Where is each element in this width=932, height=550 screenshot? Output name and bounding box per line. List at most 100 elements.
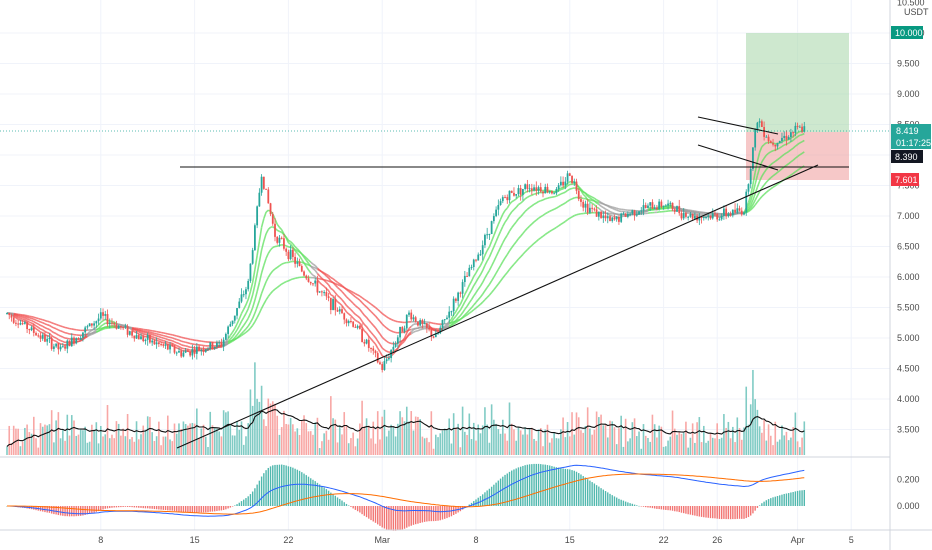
ribbon-segment (473, 307, 477, 311)
volume-bar (276, 415, 279, 455)
ribbon-segment (240, 308, 245, 314)
volume-bar (267, 398, 270, 455)
ribbon-segment (524, 227, 528, 232)
macd-histogram-bar (651, 506, 654, 509)
ribbon-segment (48, 328, 53, 332)
macd-histogram-bar (249, 494, 252, 506)
macd-histogram-bar (327, 490, 330, 506)
flag-top-line[interactable] (697, 116, 779, 135)
volume-bar (694, 442, 696, 455)
volume-bar (584, 425, 587, 455)
ribbon-segment (410, 328, 414, 331)
ribbon-segment (596, 199, 600, 202)
macd-histogram-bar (149, 506, 151, 509)
candle-body (28, 329, 31, 331)
ribbon-segment (406, 334, 410, 338)
macd-histogram-bar (383, 506, 386, 529)
ribbon-segment (40, 331, 43, 334)
ribbon-segment (567, 217, 571, 221)
ribbon-segment (53, 327, 57, 330)
volume-bar (48, 424, 51, 455)
volume-bar (636, 436, 638, 455)
ribbon-segment (348, 313, 352, 317)
ribbon-segment (383, 314, 388, 318)
volume-bar (144, 429, 147, 455)
ribbon-segment (176, 342, 180, 345)
volume-bar (137, 439, 140, 455)
volume-bar (743, 427, 745, 455)
volume-bar (705, 442, 707, 455)
volume-bar (356, 438, 359, 455)
main-plot-area[interactable] (0, 0, 890, 457)
ribbon-segment (142, 333, 146, 336)
ribbon-segment (44, 330, 48, 334)
flag-bottom-line[interactable] (697, 144, 779, 171)
candle-body (332, 299, 334, 310)
ribbon-segment (343, 302, 348, 306)
ribbon-segment (515, 204, 520, 208)
price-axis[interactable]: 10.50010.0009.5009.0008.5008.0007.5007.0… (897, 0, 925, 435)
ribbon-segment (58, 334, 61, 337)
macd-histogram-bar (624, 501, 627, 506)
macd-histogram-bar (446, 506, 448, 519)
ribbon-segment (279, 263, 283, 267)
current-price-tag: 8.419 01:17:25 (891, 124, 931, 149)
ribbon-segment (785, 163, 790, 166)
candle-body (102, 312, 104, 316)
ribbon-segment (29, 317, 32, 320)
candle-body (417, 321, 419, 326)
ribbon-segment (361, 320, 365, 325)
macd-histogram-bar (169, 506, 171, 511)
candle-body (656, 207, 658, 209)
macd-histogram-bar (792, 492, 794, 506)
macd-histogram-bar (84, 506, 86, 515)
ribbon-segment (308, 264, 312, 267)
candle-body (30, 327, 33, 331)
candle-body (575, 181, 578, 191)
ascending-trendline[interactable] (176, 164, 819, 449)
macd-histogram-bar (117, 506, 120, 508)
macd-histogram-bar (535, 463, 537, 506)
ribbon-segment (328, 275, 332, 279)
macd-histogram-bar (756, 506, 759, 508)
volume-bar (490, 404, 493, 455)
macd-histogram-bar (122, 506, 124, 507)
macd-histogram-bar (517, 467, 520, 506)
macd-histogram-bar (763, 501, 765, 506)
macd-histogram-bar (627, 502, 629, 506)
macd-histogram-bar (432, 506, 435, 522)
volume-bar (171, 441, 174, 455)
candle-body (488, 233, 491, 235)
time-axis[interactable]: 81522Mar8152226Apr512 (98, 535, 932, 545)
macd-histogram-bar (589, 480, 591, 506)
ribbon-segment (781, 144, 785, 148)
candle-body (691, 213, 694, 219)
ribbon-segment (383, 325, 388, 329)
macd-histogram-bar (336, 497, 339, 506)
svg-text:01:17:25: 01:17:25 (896, 138, 931, 148)
ribbon-segment (87, 332, 90, 335)
candle-body (709, 215, 712, 219)
volume-bar (151, 432, 153, 455)
candle-body (372, 348, 375, 351)
ribbon-segment (350, 315, 354, 319)
ribbon-segment (96, 330, 99, 333)
ribbon-segment (151, 333, 155, 337)
candle-body (358, 325, 361, 329)
ribbon-segment (582, 191, 586, 194)
ribbon-segment (245, 325, 249, 330)
ribbon-segment (506, 250, 511, 256)
ribbon-segment (495, 283, 499, 288)
ribbon-segment (567, 199, 571, 202)
ribbon-segment (466, 302, 470, 307)
volume-bar (113, 438, 115, 455)
volume-bar (718, 438, 721, 455)
ribbon-segment (185, 345, 189, 348)
candle-body (124, 326, 127, 328)
candle-body (224, 333, 227, 340)
macd-histogram-bar (562, 468, 564, 506)
ribbon-segment (495, 224, 500, 231)
macd-histogram-bar (207, 506, 209, 513)
